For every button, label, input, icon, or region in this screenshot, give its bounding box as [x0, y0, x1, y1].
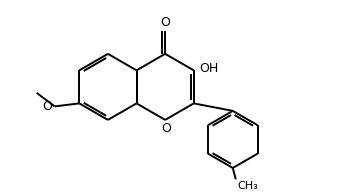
Text: methoxy: methoxy: [32, 89, 38, 90]
Text: O: O: [160, 16, 170, 29]
Text: OH: OH: [199, 62, 218, 75]
Text: O: O: [162, 122, 172, 135]
Text: O: O: [43, 100, 53, 113]
Text: CH₃: CH₃: [237, 181, 258, 191]
